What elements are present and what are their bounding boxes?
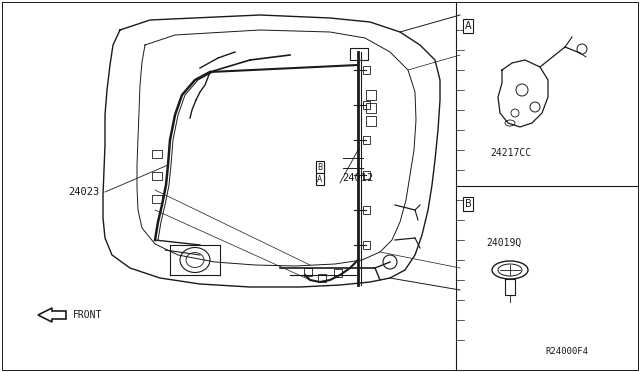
Text: R24000F4: R24000F4 <box>545 347 589 356</box>
Bar <box>366 103 376 113</box>
Text: B: B <box>317 163 323 171</box>
Bar <box>152 195 162 203</box>
Bar <box>152 150 162 158</box>
Bar <box>363 66 370 74</box>
Text: A: A <box>465 21 471 31</box>
Bar <box>304 268 312 276</box>
Text: 24217CC: 24217CC <box>490 148 531 158</box>
Bar <box>363 136 370 144</box>
Text: B: B <box>465 199 472 209</box>
Bar <box>363 101 370 109</box>
Bar <box>152 172 162 180</box>
Bar <box>366 116 376 126</box>
Text: A: A <box>317 176 323 182</box>
Bar <box>363 206 370 214</box>
Text: A: A <box>317 174 323 183</box>
Text: B: B <box>317 164 323 170</box>
Bar <box>334 269 342 277</box>
Bar <box>363 171 370 179</box>
Text: FRONT: FRONT <box>73 310 102 320</box>
Bar <box>366 90 376 100</box>
Text: 24019Q: 24019Q <box>486 238 521 248</box>
Bar <box>350 48 368 60</box>
Text: 24023: 24023 <box>68 187 99 197</box>
Text: 24012: 24012 <box>342 173 373 183</box>
Bar <box>363 241 370 249</box>
Bar <box>318 274 326 282</box>
